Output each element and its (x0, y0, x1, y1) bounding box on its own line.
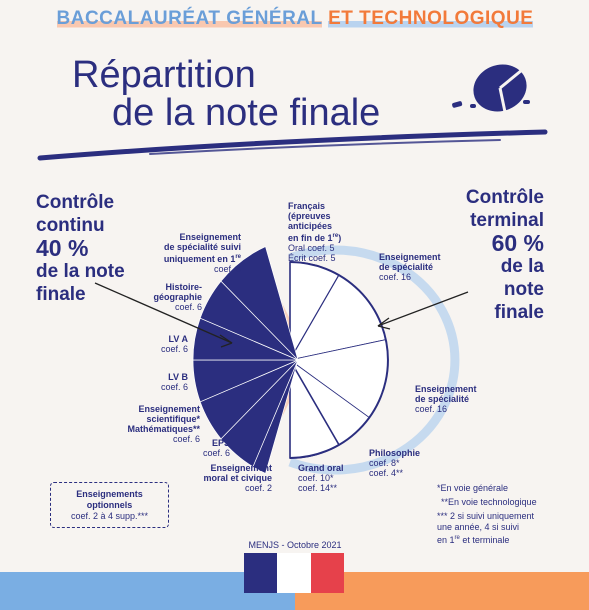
label-specialite-1: Enseignement de spécialité coef. 16 (379, 252, 441, 282)
header-part2: ET TECHNOLOGIQUE (328, 8, 534, 29)
pie-chart (192, 246, 389, 474)
terminal-percent: 60 % (491, 230, 544, 256)
continuous-line5: finale (36, 284, 86, 305)
label-grand-oral: Grand oral coef. 10* coef. 14** (298, 463, 344, 493)
label-specialite-1re: Enseignement de spécialité suivi uniquem… (163, 232, 241, 274)
pie-logo-icon (452, 64, 530, 113)
label-eps: EPS coef. 6 (202, 438, 230, 458)
arrow-left (94, 282, 233, 348)
header-part1: BACCALAURÉAT GÉNÉRAL (56, 8, 323, 29)
credit: MENJS - Octobre 2021 (248, 540, 342, 550)
footnote-1: *En voie générale (437, 483, 509, 493)
republique-logo (244, 553, 344, 593)
terminal-outline (289, 261, 389, 459)
label-lvb: LV B coef. 6 (160, 372, 188, 392)
label-emc: Enseignement moral et civique coef. 2 (203, 463, 272, 493)
slice-continuous-6 (220, 246, 299, 361)
brush-underline (37, 129, 548, 161)
footnote-2: **En voie technologique (441, 497, 537, 507)
continuous-line1: Contrôle (36, 192, 115, 213)
label-francais: Français (épreuves anticipées en fin de … (288, 201, 342, 263)
continuous-title: Contrôle continu 40 % de la note finale (36, 191, 125, 306)
terminal-line1: Contrôle (465, 187, 544, 208)
label-specialite-2: Enseignement de spécialité coef. 16 (415, 384, 477, 414)
title-line-1: Répartition (72, 54, 256, 96)
bottom-bar-right (295, 572, 589, 610)
label-enseignement-scientifique: Enseignement scientifique* Mathématiques… (127, 404, 200, 444)
terminal-line5: note (503, 279, 544, 300)
continuous-line2: continu (36, 215, 105, 236)
terminal-title: Contrôle terminal 60 % de la note finale (432, 186, 544, 324)
arrow-right (377, 291, 469, 330)
terminal-line4: de la (500, 256, 544, 277)
footnote-3: *** 2 si suivi uniquement (437, 511, 535, 521)
footnote-3c: en 1re et terminale (437, 535, 510, 545)
terminal-line6: finale (494, 302, 544, 323)
label-lva: LV A coef. 6 (160, 334, 188, 354)
label-philosophie: Philosophie coef. 8* coef. 4** (369, 448, 421, 478)
continuous-percent: 40 % (36, 235, 89, 261)
label-histoire-geo: Histoire- géographie coef. 6 (153, 282, 202, 312)
continuous-line4: de la note (36, 261, 125, 282)
terminal-line2: terminal (470, 210, 544, 231)
optional-courses-box: Enseignements optionnels coef. 2 à 4 sup… (50, 482, 169, 528)
footnote-3b: une année, 4 si suivi (437, 522, 520, 532)
header-banner: BACCALAURÉAT GÉNÉRAL ET TECHNOLOGIQUE (20, 8, 570, 44)
title-line-2: de la note finale (112, 92, 381, 134)
footnotes: *En voie générale **En voie technologiqu… (437, 483, 537, 546)
